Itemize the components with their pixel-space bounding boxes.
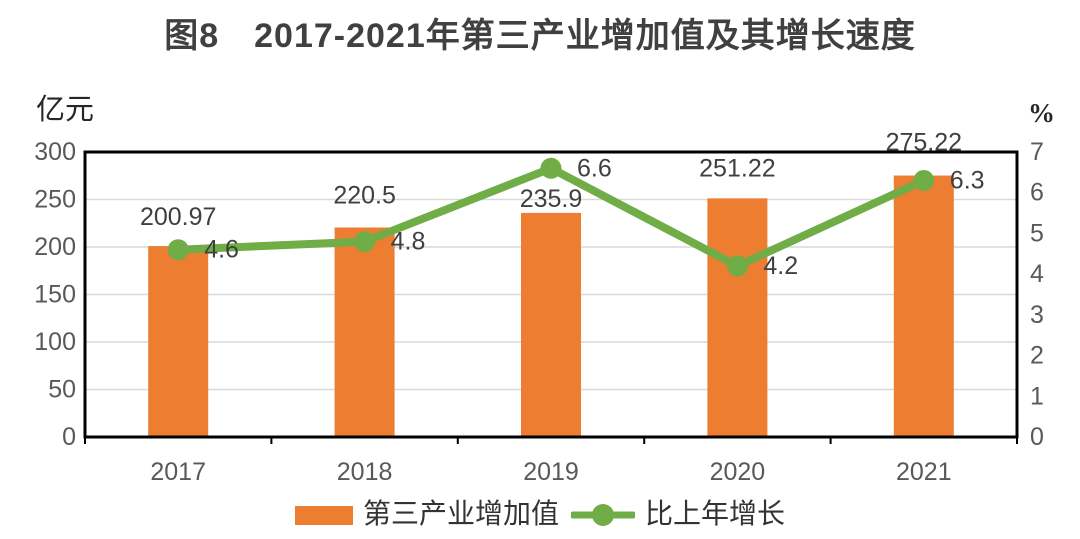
x-axis-category-label: 2020 bbox=[710, 458, 766, 486]
right-axis-tick-label: 3 bbox=[1030, 301, 1044, 329]
line-data-label: 6.6 bbox=[577, 154, 612, 182]
right-axis-tick-label: 1 bbox=[1030, 382, 1044, 410]
left-axis-tick-label: 200 bbox=[34, 233, 76, 261]
line-point-2020 bbox=[726, 255, 748, 277]
line-series-swatch-icon bbox=[571, 504, 635, 526]
bar-data-label: 251.22 bbox=[699, 154, 775, 182]
line-point-2017 bbox=[167, 239, 189, 261]
x-axis-category-label: 2017 bbox=[150, 458, 206, 486]
left-axis-tick-label: 0 bbox=[62, 423, 76, 451]
right-axis-tick-label: 7 bbox=[1030, 138, 1044, 166]
right-axis-tick-label: 2 bbox=[1030, 342, 1044, 370]
x-axis-category-label: 2021 bbox=[896, 458, 952, 486]
right-axis-tick-label: 5 bbox=[1030, 219, 1044, 247]
x-axis-category-label: 2018 bbox=[337, 458, 393, 486]
bar-series-swatch-icon bbox=[294, 505, 353, 525]
line-data-label: 4.6 bbox=[204, 236, 239, 264]
bar-data-label: 220.5 bbox=[333, 182, 396, 210]
bar-2018 bbox=[334, 227, 395, 437]
chart-title: 图8 2017-2021年第三产业增加值及其增长速度 bbox=[164, 17, 916, 55]
line-point-2018 bbox=[354, 231, 376, 253]
left-axis-unit-label: 亿元 bbox=[36, 94, 95, 126]
right-axis-tick-label: 6 bbox=[1030, 179, 1044, 207]
x-axis-category-label: 2019 bbox=[523, 458, 579, 486]
right-axis-tick-label: 4 bbox=[1030, 260, 1044, 288]
right-axis-tick-label: 0 bbox=[1030, 423, 1044, 451]
line-series-legend-label: 比上年增长 bbox=[645, 499, 786, 530]
line-data-label: 4.2 bbox=[763, 252, 798, 280]
bar-series-legend-label: 第三产业增加值 bbox=[362, 499, 559, 530]
left-axis-tick-label: 150 bbox=[34, 281, 76, 309]
right-axis-unit-label: % bbox=[1028, 98, 1055, 128]
legend-item-line-series: 比上年增长 bbox=[571, 500, 785, 530]
left-axis-tick-label: 50 bbox=[48, 376, 76, 404]
bar-data-label: 200.97 bbox=[140, 203, 216, 231]
left-axis-tick-label: 250 bbox=[34, 186, 76, 214]
bar-2021 bbox=[893, 175, 954, 437]
bar-2017 bbox=[148, 246, 209, 437]
left-axis-tick-label: 300 bbox=[34, 138, 76, 166]
line-data-label: 4.8 bbox=[391, 228, 426, 256]
line-point-2021 bbox=[913, 170, 935, 191]
line-data-label: 6.3 bbox=[950, 167, 985, 195]
left-axis-tick-label: 100 bbox=[34, 328, 76, 356]
bar-2019 bbox=[521, 212, 581, 437]
bar-data-label: 235.9 bbox=[520, 185, 583, 213]
plot-border bbox=[83, 150, 1019, 439]
line-point-2019 bbox=[540, 157, 562, 179]
legend: 第三产业增加值 比上年增长 bbox=[0, 500, 1080, 530]
bar-data-label: 275.22 bbox=[886, 129, 962, 157]
bar-2020 bbox=[707, 198, 768, 437]
legend-item-bar-series: 第三产业增加值 bbox=[294, 499, 559, 530]
plot-area: 300 250 200 150 100 50 0 7 6 5 4 3 2 1 0 2017 2018 2019 20… bbox=[34, 129, 1044, 486]
